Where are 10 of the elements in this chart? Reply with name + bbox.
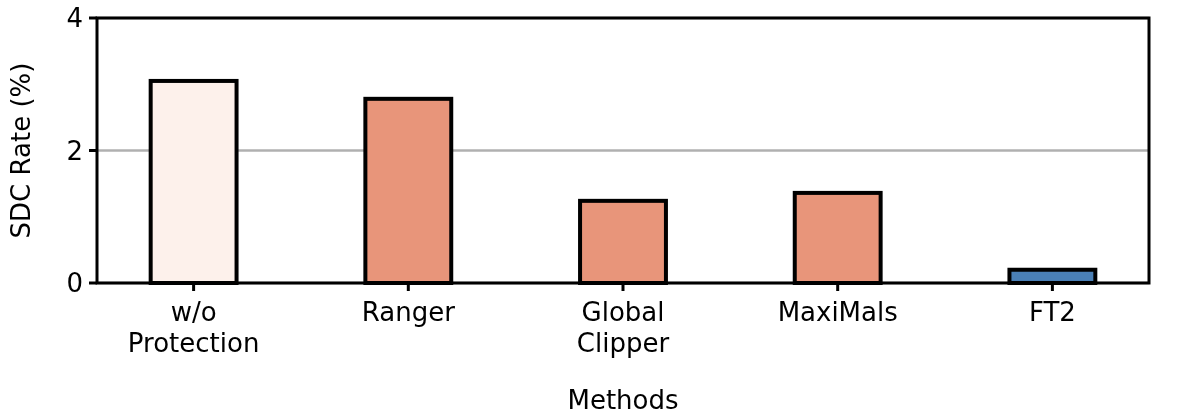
y-tick-label: 4 [66,3,83,34]
x-tick-label: Global Clipper [576,297,670,358]
x-tick-label: MaxiMals [777,297,898,327]
x-tick-label: FT2 [1028,297,1076,327]
y-axis-title: SDC Rate (%) [6,62,36,239]
y-tick-label: 2 [66,135,83,166]
x-tick-label: w/o Protection [127,297,260,358]
x-tick-label: Ranger [361,297,456,327]
y-tick-label: 0 [66,268,83,299]
x-axis-title: Methods [567,385,679,415]
